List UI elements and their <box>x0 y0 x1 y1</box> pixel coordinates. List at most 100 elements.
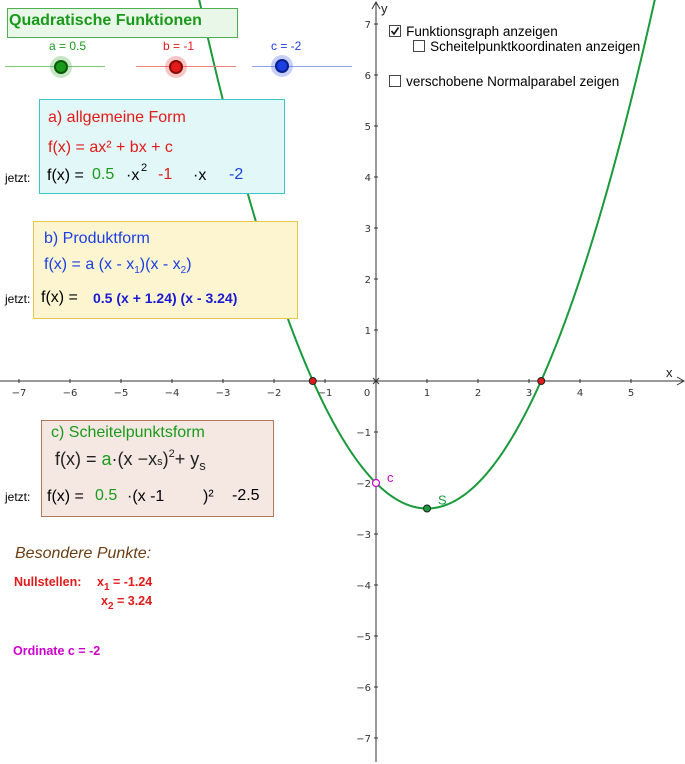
x-tick-label: −3 <box>216 388 231 399</box>
vertex-form-ys-value: -2.5 <box>232 487 260 504</box>
product-form-value: 0.5 (x + 1.24) (x - 3.24) <box>93 290 238 306</box>
vertex-formula-ys-sub: s <box>199 458 206 473</box>
y-axis-label: y <box>381 1 388 16</box>
zero-x1-sub: 1 <box>103 582 110 593</box>
zero-x2-sub: 2 <box>107 601 114 612</box>
vertex-formula-y: y <box>190 449 200 469</box>
x-axis-label: x <box>666 365 673 380</box>
y-tick-label: 4 <box>365 173 371 184</box>
origin-marker <box>372 377 380 385</box>
general-form-formula: f(x) = ax² + bx + c <box>48 139 173 156</box>
slider-a-handle[interactable] <box>54 60 68 74</box>
vertex-form-heading: c) Scheitelpunktsform <box>51 424 205 441</box>
general-form-a-value: 0.5 <box>92 166 115 183</box>
product-form-f-prefix: f(x) = <box>41 289 78 306</box>
general-form-x2-term: ·x <box>126 167 140 184</box>
slider-b-label: b = -1 <box>163 39 195 53</box>
y-axis-arrow <box>371 0 381 10</box>
x-axis-arrow <box>676 376 685 386</box>
product-form-heading: b) Produktform <box>44 230 150 247</box>
vertex-form-now-label: jetzt: <box>5 490 31 504</box>
y-tick-label: −2 <box>356 479 371 490</box>
checkbox-row-normal[interactable]: verschobene Normalparabel zeigen <box>389 71 619 90</box>
y-tick-label: −5 <box>356 632 371 643</box>
product-formula-part1: f(x) = a (x - x <box>44 256 135 273</box>
x-tick-label: 5 <box>628 388 634 399</box>
y-tick-label: −6 <box>356 683 371 694</box>
vertex-formula-x: ·(x <box>111 449 133 469</box>
vertex-label: S <box>438 493 447 508</box>
slider-b-track[interactable] <box>136 66 236 67</box>
checkbox-row-vertex[interactable]: Scheitelpunktkoordinaten anzeigen <box>413 36 640 55</box>
general-form-f-prefix: f(x) = <box>47 167 84 184</box>
x-tick-label: 2 <box>475 388 481 399</box>
vertex-formula-close: ) <box>162 449 169 469</box>
x-tick-label: −4 <box>165 388 180 399</box>
x-tick-label: 4 <box>577 388 583 399</box>
ordinate-label: c <box>387 470 394 485</box>
y-tick-label: 2 <box>365 275 371 286</box>
y-tick-label: −3 <box>356 530 371 541</box>
checkbox-vertex-coords[interactable] <box>413 40 425 52</box>
general-form-b-value: -1 <box>158 166 173 183</box>
vertex-formula-xs-sub: s <box>157 456 163 468</box>
app-title: Quadratische Funktionen <box>7 8 238 38</box>
y-tick-label: 7 <box>365 20 371 31</box>
product-formula-sub2: 2 <box>180 265 187 276</box>
product-form-formula: f(x) = a (x - x1)(x - x2) <box>44 256 192 276</box>
zero-x1-var: x <box>97 575 104 589</box>
checkbox-normal-parabola[interactable] <box>389 75 401 87</box>
checkbox-row-graph[interactable]: Funktionsgraph anzeigen <box>389 21 558 40</box>
checkbox-graph[interactable] <box>389 25 401 37</box>
x-tick-label: 1 <box>424 388 430 399</box>
checkbox-vertex-label: Scheitelpunktkoordinaten anzeigen <box>430 39 641 54</box>
checkmark-icon <box>390 27 400 36</box>
zero-x2: x2 = 3.24 <box>101 594 153 612</box>
vertex-form-a-value: 0.5 <box>95 487 118 504</box>
checkbox-normal-label: verschobene Normalparabel zeigen <box>406 74 620 89</box>
x-tick-label: 0 <box>364 388 370 399</box>
general-form-box[interactable] <box>39 99 285 194</box>
zero-x1-value: = -1.24 <box>109 575 153 589</box>
y-tick-label: 5 <box>365 122 371 133</box>
vertex-formula-exp: 2 <box>168 448 175 460</box>
vertex-point <box>423 504 431 513</box>
vertex-form-mid: ·(x -1 <box>127 488 165 505</box>
slider-c-handle[interactable] <box>275 59 289 73</box>
y-tick-label: −7 <box>356 734 371 745</box>
tick-labels: x y −7 −6 −5 −4 −3 −2 −1 0 1 2 3 4 5 7 6 5 4 3 2 1 −1 −2 −3 −4 −5 −… <box>12 1 673 745</box>
special-points-heading: Besondere Punkte: <box>15 545 152 562</box>
root-point-2 <box>537 377 546 385</box>
y-tick-label: 3 <box>365 224 371 235</box>
y-tick-label: 6 <box>365 71 371 82</box>
slider-b-handle[interactable] <box>169 60 183 74</box>
vertex-form-box[interactable] <box>41 420 274 517</box>
x-tick-label: −7 <box>12 388 27 399</box>
ordinate-text: Ordinate c = -2 <box>13 644 101 658</box>
zero-x2-var: x <box>101 594 108 608</box>
root-point-1 <box>308 377 317 385</box>
y-tick-label: −4 <box>356 581 371 592</box>
y-tick-label: −1 <box>356 428 371 439</box>
vertex-form-close: )² <box>203 488 214 505</box>
slider-c-label: c = -2 <box>271 39 302 53</box>
vertex-formula-a: a <box>101 449 112 469</box>
product-form-now-label: jetzt: <box>5 292 31 306</box>
general-form-c-value: -2 <box>229 166 244 183</box>
zero-x2-value: = 3.24 <box>113 594 153 608</box>
x-tick-label: −2 <box>267 388 282 399</box>
special-points[interactable]: Sc <box>308 377 546 513</box>
product-formula-part2: )(x - x <box>139 256 181 273</box>
y-tick-label: 1 <box>365 326 371 337</box>
slider-c-track[interactable] <box>252 66 352 67</box>
general-form-now-label: jetzt: <box>5 171 31 185</box>
vertex-formula-f: f(x) = <box>55 449 97 469</box>
general-form-x-term: ·x <box>193 167 207 184</box>
product-form-box[interactable] <box>33 221 298 319</box>
vertex-form-formula: f(x) = a·(x −xs)2+ ys <box>55 448 206 473</box>
x-tick-label: 3 <box>526 388 532 399</box>
x-tick-label: −1 <box>318 388 333 399</box>
x-tick-label: −5 <box>114 388 129 399</box>
ordinate-point <box>371 478 381 488</box>
